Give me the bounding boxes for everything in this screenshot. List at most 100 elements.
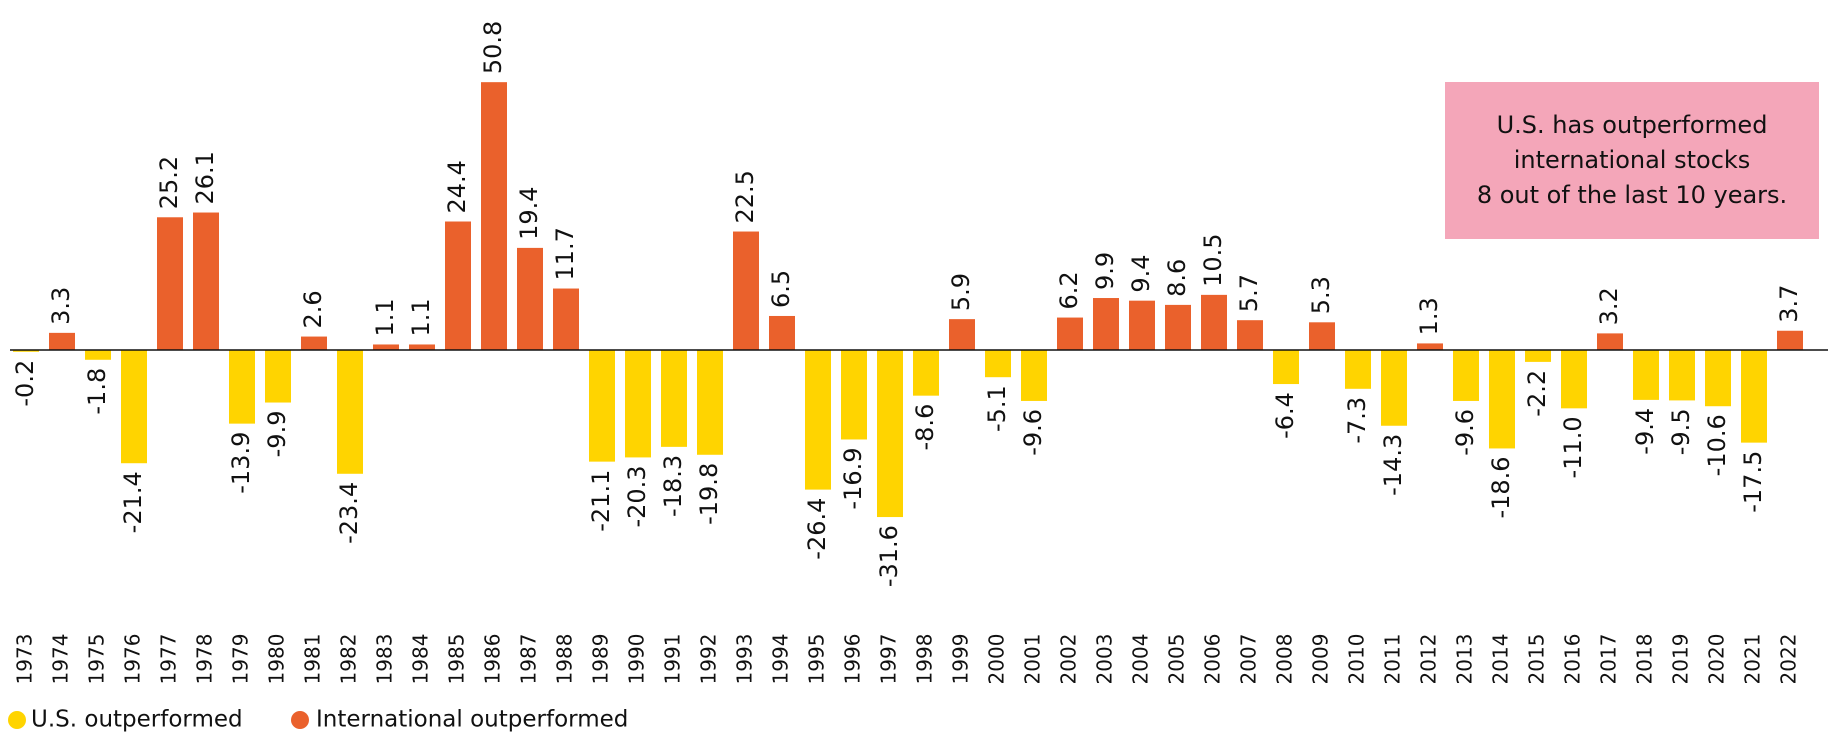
- bar: [1273, 350, 1299, 385]
- x-tick-label: 1975: [85, 634, 109, 685]
- bar: [877, 350, 903, 518]
- x-tick-label: 2016: [1561, 634, 1585, 685]
- bar: [553, 288, 579, 351]
- value-label: 5.9: [947, 273, 975, 311]
- legend-swatch: [8, 711, 26, 729]
- value-label: 1.1: [407, 298, 435, 336]
- annotation-box: [1445, 82, 1819, 239]
- value-label: -10.6: [1703, 414, 1731, 476]
- x-tick-label: 2015: [1525, 634, 1549, 685]
- x-tick-label: 2012: [1417, 634, 1441, 685]
- annotation: U.S. has outperformed: [1497, 111, 1768, 139]
- value-label: 5.7: [1235, 274, 1263, 312]
- x-tick-label: 1996: [841, 634, 865, 685]
- value-label: -6.4: [1271, 392, 1299, 439]
- bar: [1345, 350, 1371, 389]
- x-tick-label: 1979: [229, 634, 253, 685]
- x-tick-label: 1984: [409, 634, 433, 685]
- value-label: -18.6: [1487, 456, 1515, 518]
- bar: [193, 212, 219, 351]
- x-tick-label: 1973: [13, 634, 37, 685]
- value-label: 22.5: [731, 170, 759, 223]
- value-label: 1.1: [371, 298, 399, 336]
- value-label: -9.6: [1451, 409, 1479, 456]
- bar: [1093, 298, 1119, 351]
- x-tick-label: 1987: [517, 634, 541, 685]
- bar: [1741, 350, 1767, 443]
- x-tick-label: 1998: [913, 634, 937, 685]
- value-label: 9.9: [1091, 252, 1119, 290]
- bar: [841, 350, 867, 440]
- value-label: 3.2: [1595, 287, 1623, 325]
- value-label: 6.5: [767, 270, 795, 308]
- x-tick-label: 1994: [769, 634, 793, 685]
- value-label: -20.3: [623, 465, 651, 527]
- bar: [409, 344, 435, 351]
- value-label: -9.4: [1631, 408, 1659, 455]
- x-tick-label: 2000: [985, 634, 1009, 685]
- x-tick-label: 1995: [805, 634, 829, 685]
- bar: [265, 350, 291, 403]
- x-tick-label: 2011: [1381, 634, 1405, 685]
- bar: [49, 332, 75, 351]
- bar: [733, 231, 759, 351]
- x-tick-label: 2002: [1057, 634, 1081, 685]
- value-label: 3.7: [1775, 285, 1803, 323]
- x-tick-label: 2010: [1345, 634, 1369, 685]
- bar: [1165, 304, 1191, 351]
- value-label: -21.4: [119, 471, 147, 533]
- x-tick-label: 2013: [1453, 634, 1477, 685]
- value-label: 10.5: [1199, 233, 1227, 286]
- value-label: 26.1: [191, 151, 219, 204]
- annotation: international stocks: [1514, 146, 1751, 174]
- x-tick-label: 1997: [877, 634, 901, 685]
- value-label: -26.4: [803, 498, 831, 560]
- x-tick-label: 1983: [373, 634, 397, 685]
- x-tick-label: 2019: [1669, 634, 1693, 685]
- bar: [1057, 317, 1083, 351]
- value-label: -9.9: [263, 411, 291, 458]
- x-tick-label: 1978: [193, 634, 217, 685]
- bar: [301, 336, 327, 351]
- value-label: -14.3: [1379, 434, 1407, 496]
- x-tick-label: 2006: [1201, 634, 1225, 685]
- legend-label: International outperformed: [316, 707, 628, 733]
- bar: [1417, 343, 1443, 351]
- bar: [1705, 350, 1731, 407]
- bar: [697, 350, 723, 455]
- x-tick-label: 2014: [1489, 634, 1513, 685]
- value-label: -0.2: [11, 360, 39, 407]
- x-tick-label: 1993: [733, 634, 757, 685]
- x-tick-label: 2021: [1741, 634, 1765, 685]
- x-tick-label: 2005: [1165, 634, 1189, 685]
- value-label: -5.1: [983, 385, 1011, 432]
- x-tick-label: 2001: [1021, 634, 1045, 685]
- x-tick-label: 1977: [157, 634, 181, 685]
- value-label: -21.1: [587, 470, 615, 532]
- bar: [1129, 300, 1155, 351]
- x-tick-label: 2022: [1777, 634, 1801, 685]
- x-tick-label: 2018: [1633, 634, 1657, 685]
- value-label: 5.3: [1307, 276, 1335, 314]
- bar: [1669, 350, 1695, 401]
- x-tick-label: 1986: [481, 634, 505, 685]
- x-tick-label: 1992: [697, 634, 721, 685]
- value-label: 19.4: [515, 186, 543, 239]
- value-label: -9.6: [1019, 409, 1047, 456]
- value-label: 50.8: [479, 21, 507, 74]
- bar: [949, 319, 975, 351]
- value-label: -23.4: [335, 482, 363, 544]
- bar: [229, 350, 255, 424]
- bar: [805, 350, 831, 490]
- value-label: 8.6: [1163, 259, 1191, 297]
- x-tick-label: 1976: [121, 634, 145, 685]
- bar: [373, 344, 399, 351]
- bar: [1309, 322, 1335, 351]
- bar: [1633, 350, 1659, 400]
- bar: [13, 350, 39, 352]
- bar: [985, 350, 1011, 378]
- value-label: -18.3: [659, 455, 687, 517]
- value-label: -8.6: [911, 404, 939, 451]
- x-tick-label: 2009: [1309, 634, 1333, 685]
